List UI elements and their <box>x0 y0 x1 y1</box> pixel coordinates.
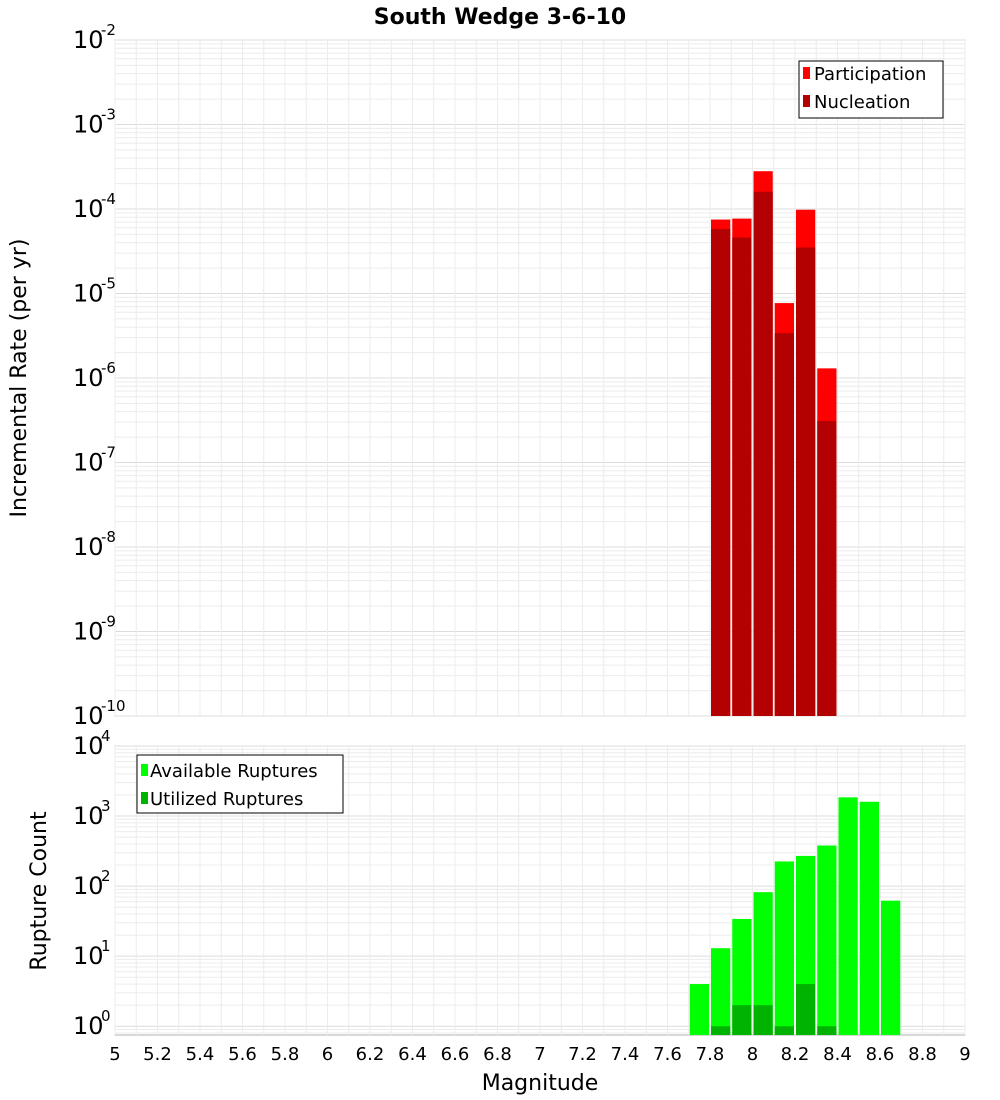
x-tick-label: 8.2 <box>781 1044 810 1065</box>
count-legend: Available Ruptures Utilized Ruptures <box>136 754 344 814</box>
rate-y-tick-exponent: -7 <box>101 444 116 462</box>
rate-y-tick-exponent: -9 <box>101 613 116 631</box>
rate-y-tick-label: 10 <box>73 449 104 477</box>
count-bar-utilized-ruptures <box>711 1026 731 1035</box>
x-axis-label: Magnitude <box>482 1071 599 1096</box>
rate-y-tick-exponent: -8 <box>101 528 116 546</box>
rate-y-tick-label: 10 <box>73 195 104 223</box>
x-tick-label: 7 <box>534 1044 545 1065</box>
x-tick-label: 5 <box>109 1044 120 1065</box>
rate-bars <box>711 171 837 717</box>
rate-y-tick-label: 10 <box>73 111 104 139</box>
count-y-axis-label: Rupture Count <box>27 811 52 971</box>
x-tick-label: 6.4 <box>398 1044 427 1065</box>
rate-bar-nucleation <box>774 333 794 716</box>
count-y-tick-label: 10 <box>73 942 104 970</box>
rate-y-tick-exponent: -2 <box>101 21 116 39</box>
rate-y-axis-label: Incremental Rate (per yr) <box>7 239 32 518</box>
rate-y-tick-label: 10 <box>73 26 104 54</box>
x-tick-label: 7.2 <box>568 1044 597 1065</box>
legend-swatch-available <box>141 764 148 776</box>
legend-swatch-nucleation <box>803 95 810 107</box>
x-tick-label: 7.8 <box>696 1044 725 1065</box>
chart-title: South Wedge 3-6-10 <box>374 5 626 30</box>
x-tick-label: 9 <box>959 1044 970 1065</box>
count-bar-available-ruptures <box>881 900 901 1035</box>
legend-swatch-participation <box>803 67 810 79</box>
rate-bar-nucleation <box>711 228 731 716</box>
rate-y-tick-exponent: -10 <box>101 697 126 715</box>
count-y-tick-exponent: 0 <box>101 1007 111 1025</box>
count-legend-box <box>136 754 344 814</box>
x-tick-label: 7.6 <box>653 1044 682 1065</box>
x-tick-label: 5.8 <box>271 1044 300 1065</box>
x-tick-label: 8.8 <box>908 1044 937 1065</box>
rate-y-tick-label: 10 <box>73 280 104 308</box>
x-tick-label: 6.8 <box>483 1044 512 1065</box>
rate-legend-box <box>798 60 944 119</box>
rate-y-tick-exponent: -3 <box>101 106 116 124</box>
rate-bar-nucleation <box>732 237 752 717</box>
legend-label-participation: Participation <box>814 64 926 85</box>
legend-label-utilized: Utilized Ruptures <box>150 789 303 810</box>
count-y-tick-exponent: 2 <box>101 867 111 885</box>
count-bar-utilized-ruptures <box>732 1005 752 1035</box>
legend-swatch-utilized <box>141 792 148 804</box>
x-tick-label: 5.2 <box>143 1044 172 1065</box>
rate-y-tick-label: 10 <box>73 364 104 392</box>
rate-y-tick-label: 10 <box>73 702 104 730</box>
x-tick-label: 6.2 <box>356 1044 385 1065</box>
count-bar-utilized-ruptures <box>753 1005 773 1035</box>
rate-bar-nucleation <box>753 191 773 717</box>
count-bar-available-ruptures <box>774 861 794 1035</box>
count-y-tick-exponent: 1 <box>101 937 111 955</box>
rate-y-tick-exponent: -6 <box>101 359 116 377</box>
count-bar-utilized-ruptures <box>796 984 816 1035</box>
count-bar-available-ruptures <box>817 845 837 1035</box>
count-bar-utilized-ruptures <box>817 1026 837 1035</box>
count-y-tick-label: 10 <box>73 872 104 900</box>
x-tick-labels: 5 5.2 5.4 5.6 5.8 6 6.2 6.4 6.6 6.8 7 7.2 7.4 7.6 7.8 8… <box>109 1044 970 1065</box>
rate-bar-nucleation <box>817 420 837 716</box>
count-bar-available-ruptures <box>711 948 731 1035</box>
x-tick-label: 6.6 <box>441 1044 470 1065</box>
x-tick-label: 7.4 <box>611 1044 640 1065</box>
count-y-tick-label: 10 <box>73 732 104 760</box>
count-y-tick-exponent: 4 <box>101 727 111 745</box>
rate-y-tick-exponent: -4 <box>101 190 116 208</box>
legend-label-available: Available Ruptures <box>150 761 318 782</box>
count-bar-utilized-ruptures <box>774 1026 794 1035</box>
legend-label-nucleation: Nucleation <box>814 92 910 113</box>
rate-grid <box>114 39 966 717</box>
count-bars <box>689 797 901 1035</box>
count-bar-available-ruptures <box>689 984 709 1035</box>
x-tick-label: 6 <box>322 1044 333 1065</box>
rate-y-tick-label: 10 <box>73 618 104 646</box>
rate-y-tick-exponent: -5 <box>101 275 116 293</box>
count-bar-available-ruptures <box>753 892 773 1035</box>
x-tick-label: 8.6 <box>866 1044 895 1065</box>
count-y-tick-label: 10 <box>73 802 104 830</box>
x-tick-label: 5.6 <box>228 1044 257 1065</box>
rate-y-tick-label: 10 <box>73 533 104 561</box>
count-bar-available-ruptures <box>838 797 858 1035</box>
count-y-tick-exponent: 3 <box>101 797 111 815</box>
x-tick-label: 8.4 <box>823 1044 852 1065</box>
x-tick-label: 8 <box>747 1044 758 1065</box>
count-bar-available-ruptures <box>859 801 879 1035</box>
x-tick-label: 5.4 <box>186 1044 215 1065</box>
rate-legend: Participation Nucleation <box>798 60 944 119</box>
rate-bar-nucleation <box>796 247 816 716</box>
count-y-tick-label: 10 <box>73 1012 104 1040</box>
